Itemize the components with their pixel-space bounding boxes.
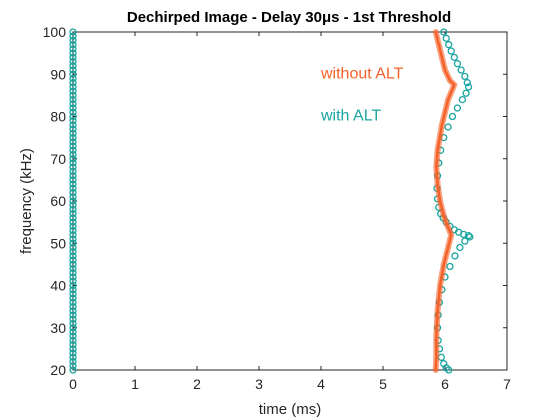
- legend-label: without ALT: [320, 65, 404, 82]
- y-tick-label: 50: [50, 235, 66, 251]
- x-tick-label: 2: [193, 376, 201, 392]
- x-tick-label: 3: [255, 376, 263, 392]
- x-tick-label: 0: [69, 376, 77, 392]
- y-tick-label: 70: [50, 151, 66, 167]
- y-tick-label: 90: [50, 66, 66, 82]
- x-axis-label: time (ms): [259, 401, 322, 418]
- y-tick-label: 60: [50, 193, 66, 209]
- x-tick-label: 7: [503, 376, 511, 392]
- y-tick-label: 20: [50, 362, 66, 378]
- x-tick-label: 1: [131, 376, 139, 392]
- chart-title: Dechirped Image - Delay 30μs - 1st Thres…: [127, 9, 451, 26]
- x-tick-label: 6: [441, 376, 449, 392]
- y-tick-label: 100: [43, 24, 67, 40]
- y-axis-label: frequency (kHz): [18, 148, 35, 254]
- legend-label: with ALT: [320, 108, 381, 125]
- x-tick-label: 4: [317, 376, 325, 392]
- y-tick-label: 80: [50, 109, 66, 125]
- y-tick-label: 40: [50, 278, 66, 294]
- x-tick-label: 5: [379, 376, 387, 392]
- y-tick-label: 30: [50, 320, 66, 336]
